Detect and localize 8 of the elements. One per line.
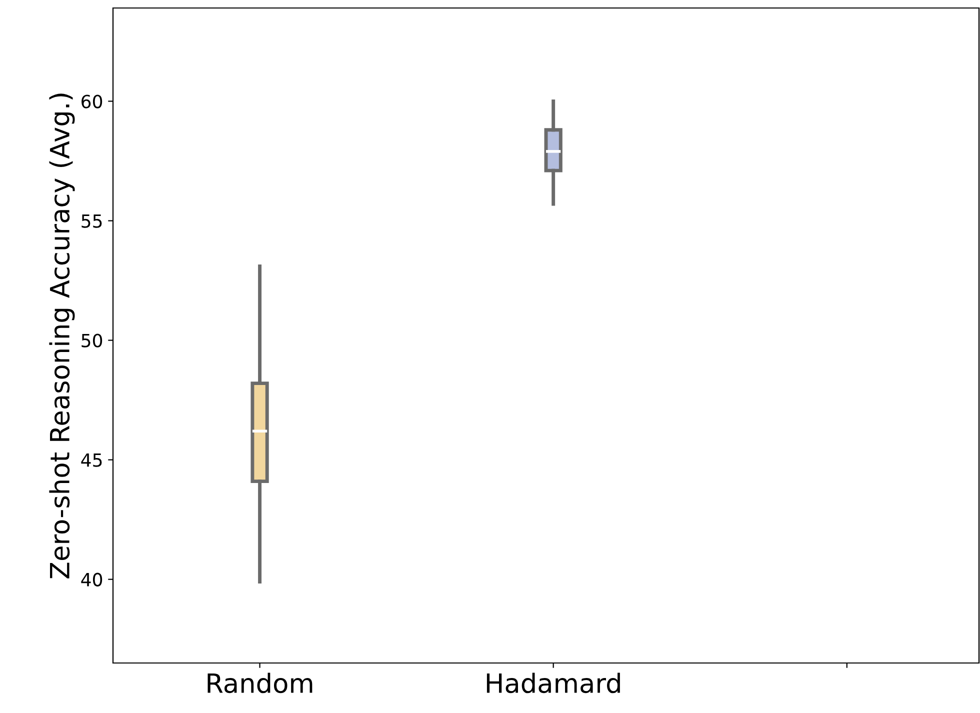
x-tick-label: Hadamard [486,672,620,694]
x-tick-label: Random [208,672,312,694]
y-axis-title: Zero-shot Reasoning Accuracy (Avg.) [49,94,75,578]
y-tick-label: 50 [82,334,102,348]
y-tick-label: 55 [82,214,102,228]
y-tick-label: 40 [81,572,102,586]
y-tick-label: 45 [81,454,102,467]
y-tick-label: 60 [82,94,102,108]
